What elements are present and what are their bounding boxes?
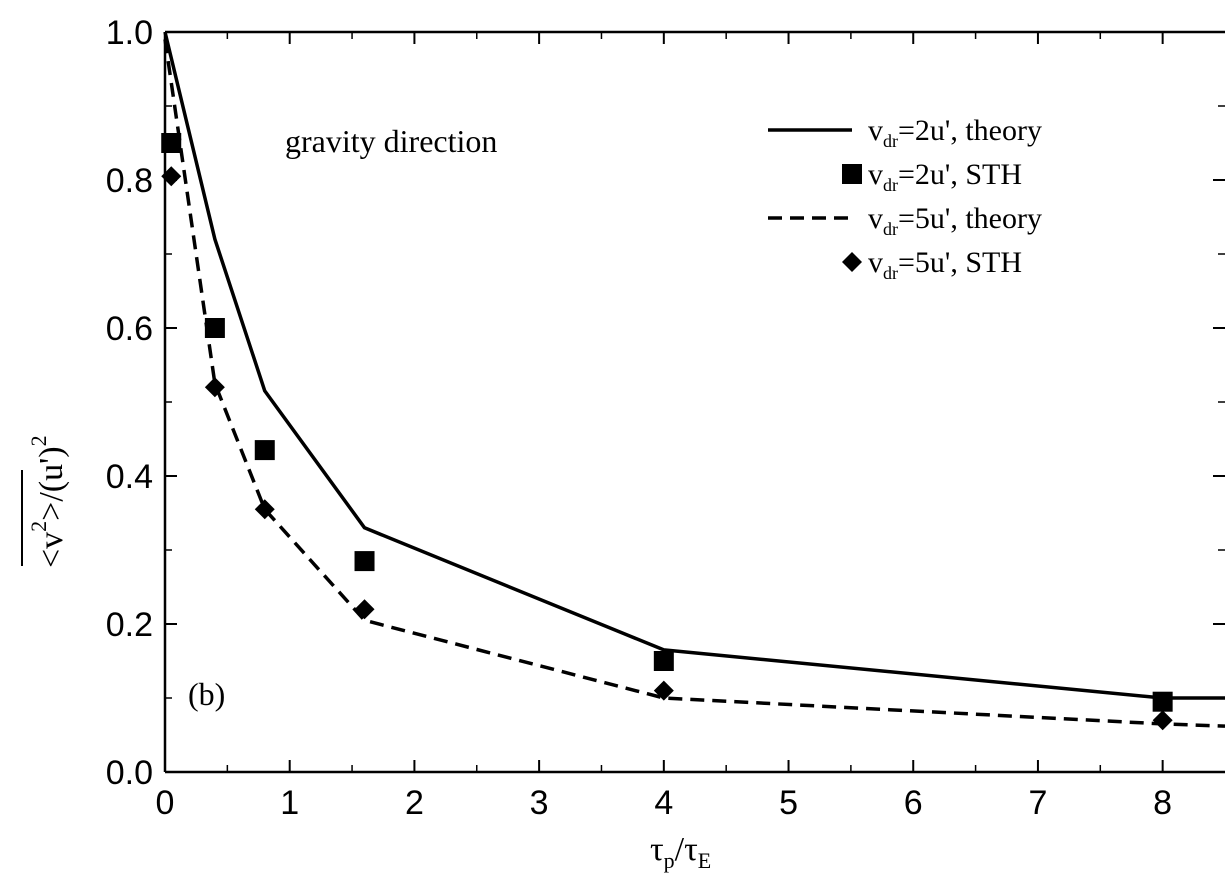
y-tick-label: 0.6 — [106, 310, 153, 348]
legend-label-pre: v — [868, 158, 883, 191]
diamond-marker-point — [1152, 710, 1173, 731]
tick-labels: 0 1 2 3 4 5 6 7 8 0.0 0.2 0.4 0.6 0.8 1.0 — [106, 14, 1172, 822]
legend-label-pre: v — [868, 202, 883, 235]
legend-entry-2: vdr=2u', STH — [842, 158, 1022, 195]
x-tick-label: 4 — [654, 784, 673, 822]
legend-label-sub: dr — [883, 175, 898, 195]
y-axis-label-open: <v — [33, 532, 70, 568]
square-marker-point — [1152, 691, 1173, 712]
diamond-marker-point — [653, 680, 674, 701]
legend-label-post: =2u', theory — [898, 114, 1042, 147]
legend-label-post: =5u', theory — [898, 202, 1042, 235]
y-tick-label: 0.4 — [106, 458, 153, 496]
square-marker-point — [653, 651, 674, 671]
legend-label: vdr=2u', STH — [868, 158, 1022, 195]
x-axis-label: τp/τE — [650, 831, 711, 873]
x-tick-label: 2 — [405, 784, 424, 822]
y-tick-label: 0.2 — [106, 606, 153, 644]
series-4 — [161, 166, 1173, 731]
legend-label-post: =2u', STH — [898, 158, 1022, 191]
x-tick-label: 0 — [156, 784, 175, 822]
x-tick-label: 3 — [530, 784, 549, 822]
ticks — [164, 31, 1225, 773]
legend-label-pre: v — [868, 114, 883, 147]
y-axis-label: <v2>/(u')2 — [21, 435, 70, 568]
diamond-marker-point — [161, 166, 182, 187]
annotation-direction: gravity direction — [285, 123, 497, 159]
legend-entry-3: vdr=5u', theory — [768, 202, 1042, 239]
y-tick-label: 1.0 — [106, 14, 153, 52]
y-tick-label: 0.0 — [106, 754, 153, 792]
y-tick-label: 0.8 — [106, 162, 153, 200]
legend-label: vdr=5u', STH — [868, 246, 1022, 283]
square-marker-point — [204, 318, 225, 338]
panel-label: (b) — [188, 676, 225, 712]
y-axis-label-close: >/(u') — [33, 446, 70, 520]
x-tick-label: 6 — [904, 784, 923, 822]
y-axis-label-text: <v2>/(u')2 — [26, 435, 70, 568]
legend-entry-1: vdr=2u', theory — [768, 114, 1042, 151]
y-axis-label-exp1: 2 — [26, 521, 51, 532]
legend-label-sub: dr — [883, 131, 898, 151]
legend-label-post: =5u', STH — [898, 246, 1022, 279]
y-axis-label-exp2: 2 — [26, 435, 51, 446]
x-tick-label: 1 — [280, 784, 299, 822]
diamond-marker-point — [254, 499, 275, 520]
x-tick-label: 5 — [779, 784, 798, 822]
x-tick-label: 7 — [1028, 784, 1047, 822]
legend-label: vdr=5u', theory — [868, 202, 1042, 239]
x-axis-label-main: τ — [650, 831, 664, 868]
diamond-marker-point — [204, 377, 225, 398]
legend-swatch-square — [842, 164, 862, 184]
legend-label-pre: v — [868, 246, 883, 279]
x-axis-label-sub1: p — [664, 848, 675, 873]
plot-content — [161, 31, 1225, 731]
x-axis-label-slash: /τ — [675, 831, 698, 868]
square-marker-point — [354, 551, 375, 572]
legend-entry-4: vdr=5u', STH — [842, 246, 1022, 283]
x-tick-label: 8 — [1153, 784, 1172, 822]
legend-swatch-diamond — [842, 252, 862, 272]
legend-label: vdr=2u', theory — [868, 114, 1042, 151]
series-2 — [161, 133, 1173, 712]
square-marker-point — [161, 133, 182, 153]
legend-label-sub: dr — [883, 219, 898, 239]
legend-label-sub: dr — [883, 263, 898, 283]
x-axis-label-sub2: E — [698, 848, 711, 873]
square-marker-point — [254, 440, 275, 461]
diamond-marker-point — [354, 599, 375, 620]
